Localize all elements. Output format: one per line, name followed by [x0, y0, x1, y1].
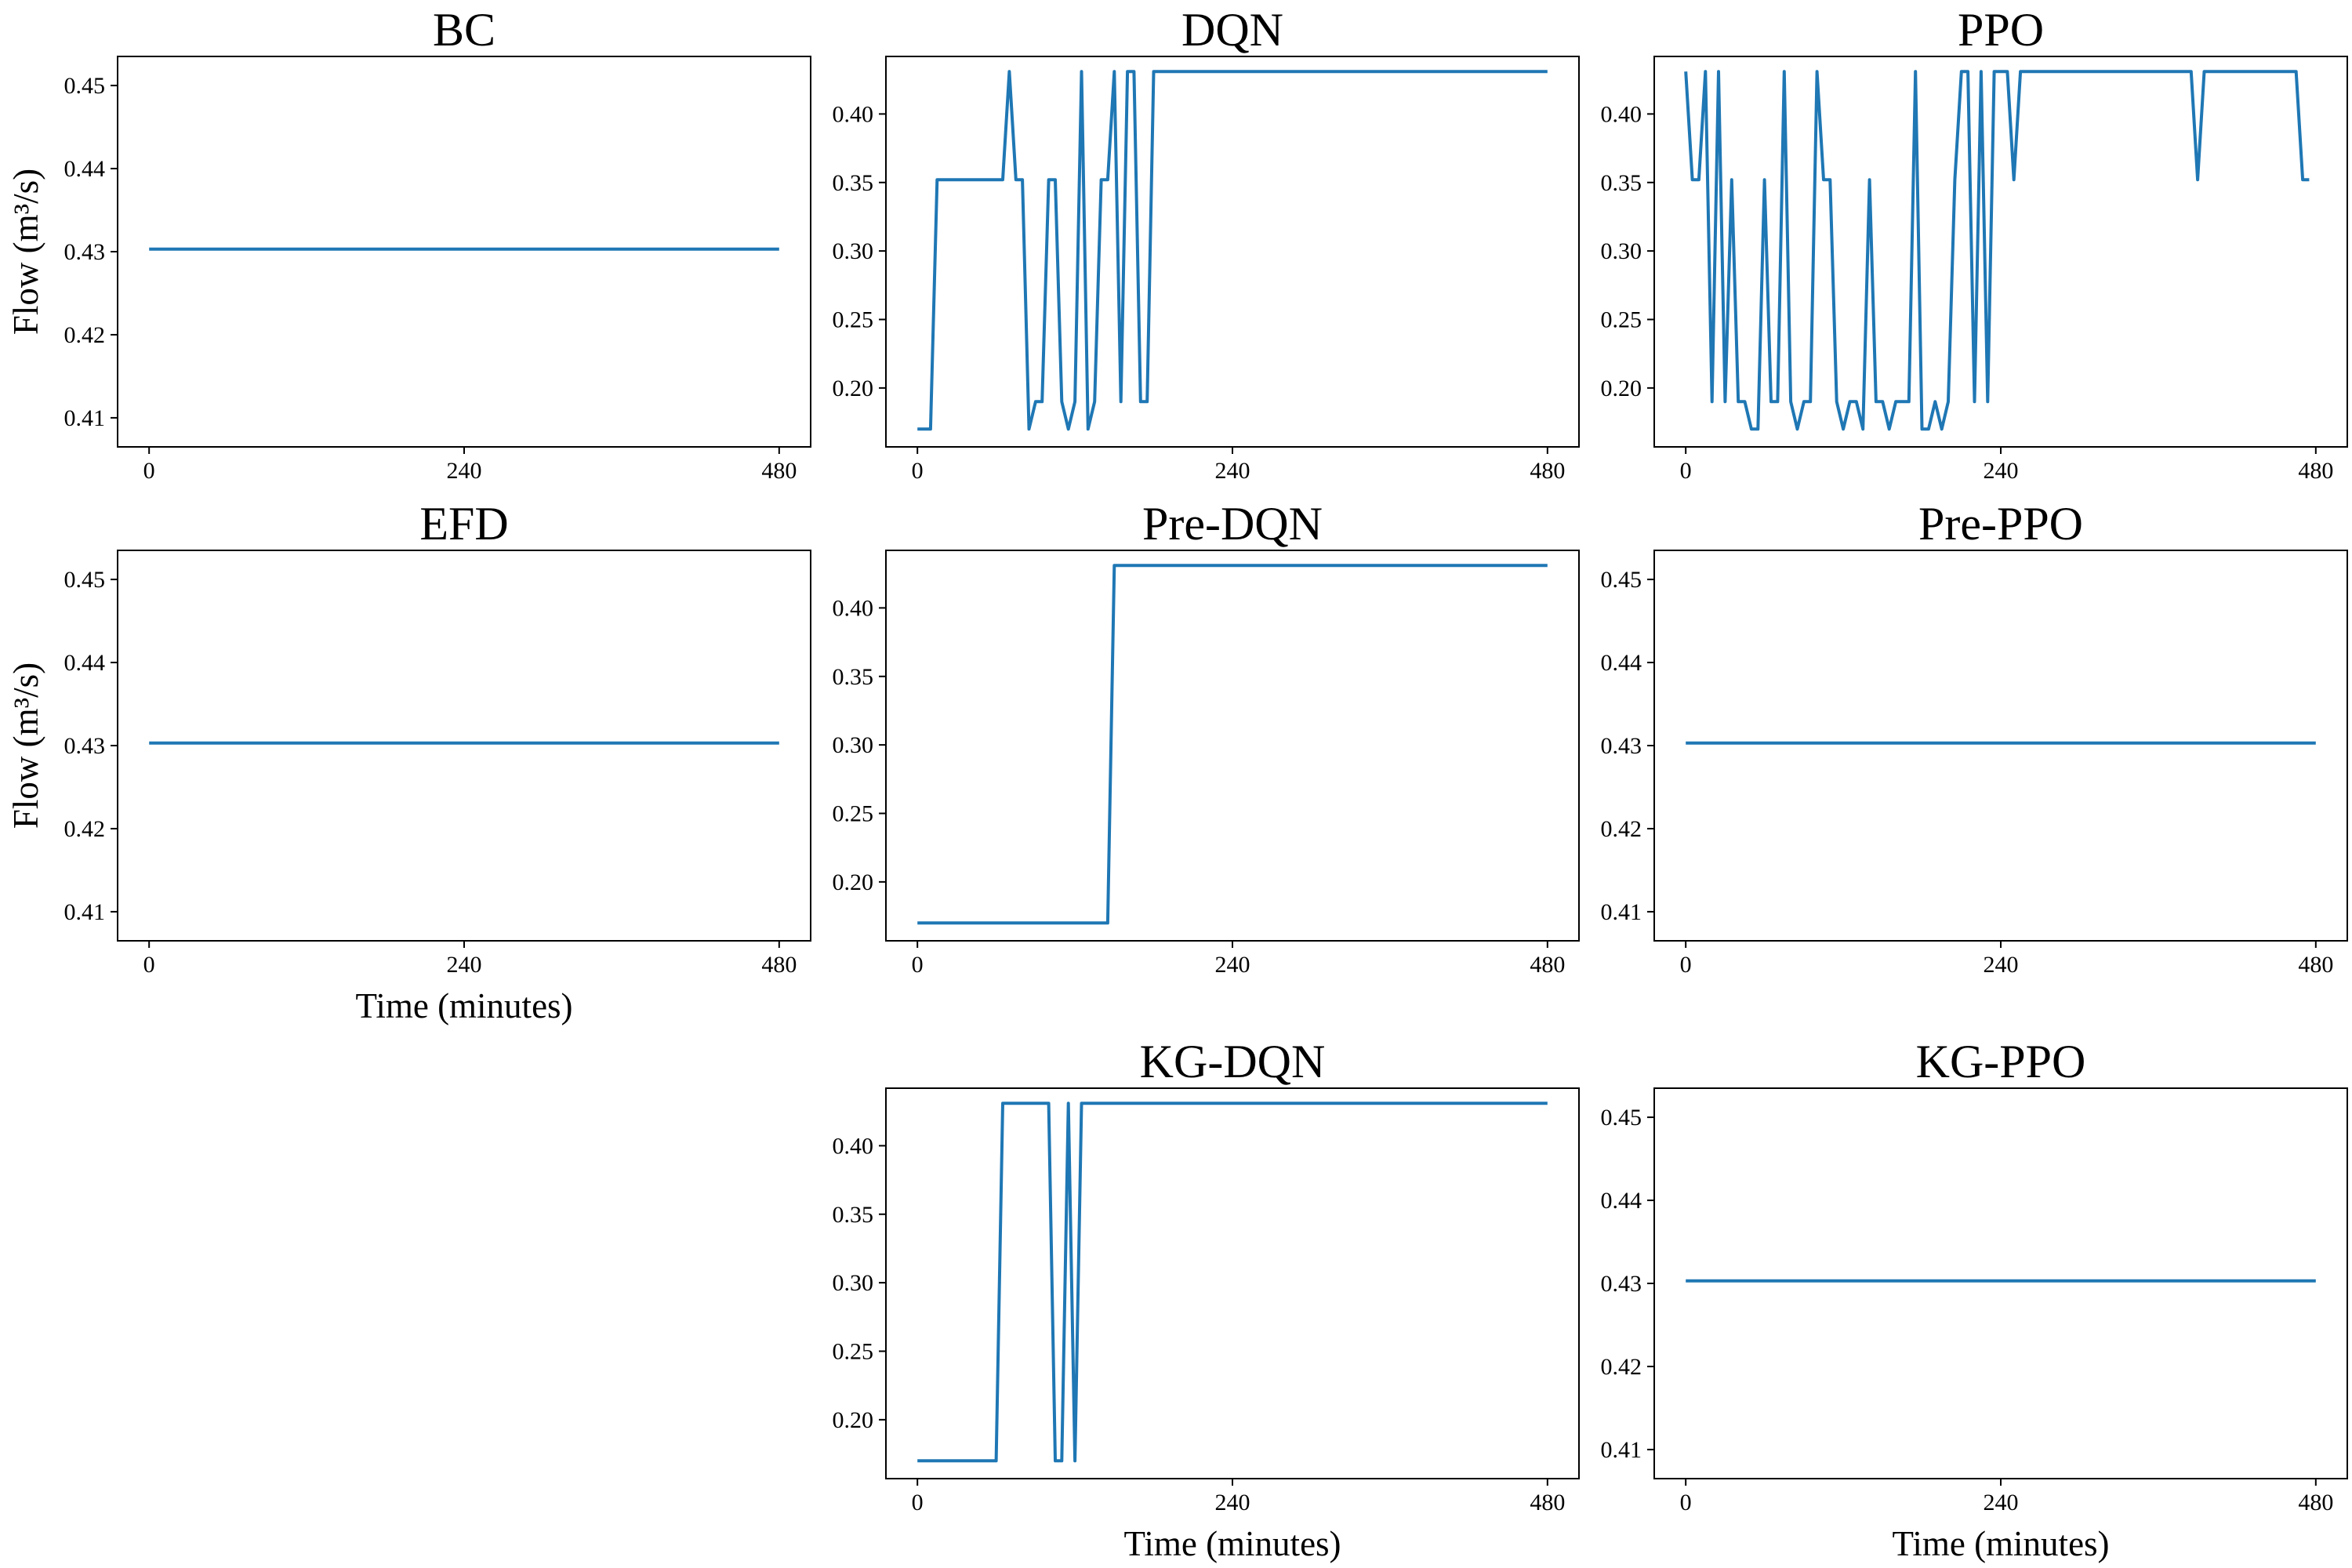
series-line: [917, 564, 1548, 925]
plot-frame: [885, 56, 1580, 448]
chart-panel-ppo: PPO 0 240 480 0.20 0.25 0.30 0.35 0.40: [1601, 4, 2348, 484]
y-tick-label: 0.30: [1601, 238, 1642, 264]
y-tick-label: 0.40: [833, 595, 874, 621]
panel-title: KG-DQN: [1140, 1036, 1326, 1087]
y-tick-label: 0.41: [64, 899, 106, 925]
y-tick-label: 0.35: [833, 170, 874, 196]
y-tick-label: 0.40: [833, 1133, 874, 1159]
plot-frame: [117, 550, 811, 942]
panel-title: Pre-PPO: [1918, 498, 2083, 550]
y-tick-label: 0.44: [64, 650, 106, 676]
y-tick-label: 0.20: [833, 1407, 874, 1433]
y-tick-label: 0.30: [833, 1270, 874, 1296]
panel-title: PPO: [1958, 4, 2044, 56]
x-axis-label: Time (minutes): [1892, 1524, 2109, 1563]
x-tick-label: 240: [447, 458, 482, 484]
y-tick-label: 0.41: [1601, 1437, 1642, 1463]
x-axis-label: Time (minutes): [1123, 1524, 1341, 1563]
y-tick-label: 0.41: [64, 405, 106, 431]
x-tick-label: 0: [912, 952, 924, 978]
y-tick-label: 0.41: [1601, 899, 1642, 925]
panel-title: KG-PPO: [1916, 1036, 2086, 1087]
x-tick-label: 0: [912, 458, 924, 484]
y-tick-label: 0.25: [833, 800, 874, 826]
y-tick-label: 0.44: [64, 156, 106, 182]
y-axis-label: Flow (m³/s): [6, 169, 45, 335]
y-tick-label: 0.45: [64, 567, 106, 593]
y-tick-label: 0.44: [1601, 650, 1642, 676]
y-tick-label: 0.20: [833, 869, 874, 895]
x-tick-label: 240: [1984, 458, 2019, 484]
y-tick-label: 0.45: [1601, 1105, 1642, 1131]
plot-frame: [885, 1087, 1580, 1479]
y-tick-label: 0.42: [1601, 1354, 1642, 1380]
y-tick-label: 0.30: [833, 732, 874, 758]
y-tick-label: 0.35: [1601, 170, 1642, 196]
y-tick-label: 0.25: [1601, 307, 1642, 332]
chart-panel-dqn: DQN 0 240 480 0.20 0.25 0.30 0.35 0.40: [833, 4, 1580, 484]
y-tick-label: 0.45: [64, 73, 106, 99]
chart-panel-efd: EFD 0 240 480 0.41 0.42 0.43 0.44 0.45 Time (minu…: [6, 498, 811, 1025]
y-tick-label: 0.20: [833, 376, 874, 401]
chart-panel-kg-dqn: KG-DQN 0 240 480 0.20 0.25 0.30 0.35 0.40 Time (m…: [833, 1036, 1580, 1563]
y-tick-label: 0.45: [1601, 567, 1642, 593]
x-tick-label: 480: [2298, 1490, 2333, 1515]
series-line: [917, 70, 1548, 431]
y-tick-label: 0.25: [833, 1338, 874, 1364]
x-tick-label: 480: [761, 458, 797, 484]
plot-frame: [1653, 1087, 2348, 1479]
y-tick-label: 0.43: [64, 733, 106, 759]
x-tick-label: 240: [1984, 952, 2019, 978]
x-tick-label: 240: [1215, 952, 1250, 978]
chart-panel-bc: BC 0 240 480 0.41 0.42 0.43 0.44 0.45 Flow (m³/s): [6, 4, 811, 484]
x-tick-label: 480: [1530, 458, 1565, 484]
x-tick-label: 240: [447, 952, 482, 978]
panel-title: Pre-DQN: [1142, 498, 1323, 550]
x-tick-label: 0: [912, 1490, 924, 1515]
y-tick-label: 0.35: [833, 664, 874, 690]
x-tick-label: 480: [1530, 1490, 1565, 1515]
y-tick-label: 0.40: [833, 101, 874, 127]
chart-panel-kg-ppo: KG-PPO 0 240 480 0.41 0.42 0.43 0.44 0.45 Time (m…: [1601, 1036, 2348, 1563]
x-tick-label: 480: [1530, 952, 1565, 978]
x-tick-label: 240: [1984, 1490, 2019, 1515]
series-line: [1684, 70, 2310, 431]
x-tick-label: 0: [143, 952, 155, 978]
chart-panel-pre-ppo: Pre-PPO 0 240 480 0.41 0.42 0.43 0.44 0.45: [1601, 498, 2348, 978]
y-tick-label: 0.25: [833, 307, 874, 332]
x-axis-label: Time (minutes): [355, 986, 572, 1025]
x-tick-label: 480: [2298, 952, 2333, 978]
x-tick-label: 240: [1215, 1490, 1250, 1515]
y-tick-label: 0.42: [64, 816, 106, 842]
y-tick-label: 0.43: [64, 239, 106, 265]
plot-frame: [885, 550, 1580, 942]
y-tick-label: 0.42: [64, 322, 106, 348]
panel-title: BC: [433, 4, 495, 56]
x-tick-label: 480: [761, 952, 797, 978]
y-tick-label: 0.35: [833, 1202, 874, 1228]
panel-title: EFD: [419, 498, 508, 550]
chart-panel-pre-dqn: Pre-DQN 0 240 480 0.20 0.25 0.30 0.35 0.40: [833, 498, 1580, 978]
y-tick-label: 0.43: [1601, 1271, 1642, 1297]
y-tick-label: 0.20: [1601, 376, 1642, 401]
x-tick-label: 0: [1680, 1490, 1692, 1515]
x-tick-label: 240: [1215, 458, 1250, 484]
plot-frame: [117, 56, 811, 448]
x-tick-label: 480: [2298, 458, 2333, 484]
plot-frame: [1653, 550, 2348, 942]
y-tick-label: 0.43: [1601, 733, 1642, 759]
x-tick-label: 0: [1680, 952, 1692, 978]
y-tick-label: 0.40: [1601, 101, 1642, 127]
x-tick-label: 0: [1680, 458, 1692, 484]
panel-title: DQN: [1181, 4, 1283, 56]
y-tick-label: 0.44: [1601, 1188, 1642, 1214]
y-axis-label: Flow (m³/s): [6, 662, 45, 829]
y-tick-label: 0.42: [1601, 816, 1642, 842]
series-line: [917, 1102, 1548, 1463]
x-tick-label: 0: [143, 458, 155, 484]
y-tick-label: 0.30: [833, 238, 874, 264]
